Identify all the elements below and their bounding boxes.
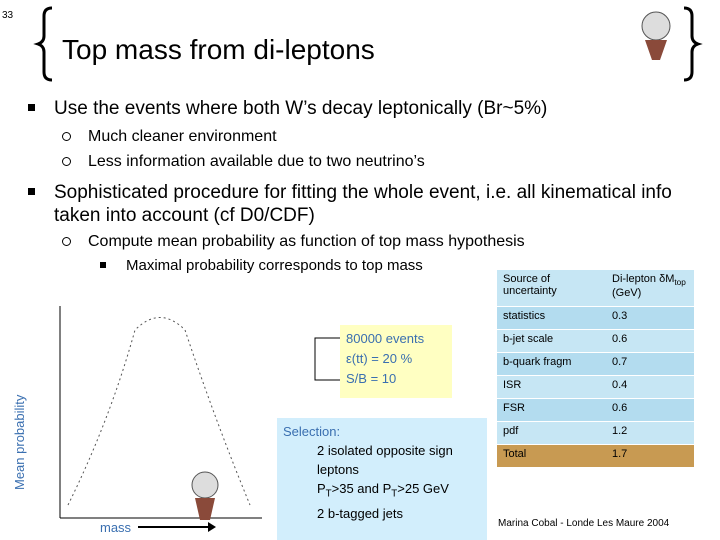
table-cell: ISR (497, 375, 606, 399)
total-row: Total 1.7 (497, 444, 694, 468)
selection-title: Selection: (283, 424, 341, 439)
table-row: b-jet scale 0.6 (497, 329, 694, 353)
bullet-text: Sophisticated procedure for fitting the … (54, 182, 672, 226)
uncertainty-table: Source of uncertainty Di-lepton δMtop (Ge… (497, 270, 694, 468)
table-row: pdf 1.2 (497, 421, 694, 445)
bullet-text: Use the events where both W’s decay lept… (54, 98, 548, 119)
table-cell: 0.4 (606, 375, 694, 399)
title: Top mass from di-leptons (62, 34, 375, 65)
table-row: FSR 0.6 (497, 398, 694, 422)
sub-bullet (62, 237, 71, 246)
sub-sub-bullet (100, 262, 106, 268)
table-cell: pdf (497, 421, 606, 445)
table-cell: b-quark fragm (497, 352, 606, 376)
right-brace (683, 6, 703, 82)
table-row: b-quark fragm 0.7 (497, 352, 694, 376)
sub-bullet-text: Less information available due to two ne… (88, 153, 425, 170)
info-line: ε(tt) = 20 % (346, 351, 413, 366)
text: P (317, 481, 326, 496)
x-axis-label: mass (100, 520, 132, 535)
info-box: 80000 events ε(tt) = 20 % S/B = 10 (340, 325, 452, 398)
table-cell: 0.6 (606, 398, 694, 422)
table-cell: 0.6 (606, 329, 694, 353)
text: Source of uncertainty (503, 273, 557, 297)
total-cell: 1.7 (606, 444, 694, 468)
selection-box: Selection: 2 isolated opposite sign lept… (277, 418, 487, 540)
sub-bullet-text: Compute mean probability as function of … (88, 233, 525, 250)
logo (641, 11, 671, 60)
table-cell: statistics (497, 306, 606, 330)
header-cell: Di-lepton δMtop (GeV) (606, 270, 694, 307)
bullet (28, 188, 35, 195)
text: >25 GeV (397, 481, 449, 496)
text: 2 isolated opposite sign leptons (317, 443, 453, 477)
selection-lines: 2 isolated opposite sign leptons PT>35 an… (283, 441, 481, 523)
text: (GeV) (612, 287, 642, 300)
text: 2 b-tagged jets (317, 505, 404, 521)
table-row: ISR 0.4 (497, 375, 694, 399)
table-cell: 0.3 (606, 306, 694, 330)
bullet (28, 104, 35, 111)
text: Di-lepton δM (612, 273, 675, 285)
selection-line: 2 isolated opposite sign leptons (317, 441, 481, 479)
page-number: 33 (2, 10, 14, 21)
footer: Marina Cobal - Londe Les Maure 2004 (498, 518, 670, 529)
info-line: S/B = 10 (346, 371, 397, 386)
info-line: 80000 events (346, 331, 425, 346)
selection-line: 2 b-tagged jets (317, 504, 481, 523)
table-row: statistics 0.3 (497, 306, 694, 330)
text: >35 and P (331, 481, 392, 496)
y-axis-label: Mean probability (12, 394, 27, 490)
total-cell: Total (497, 444, 606, 468)
plot-image (30, 300, 340, 532)
header-row: Source of uncertainty Di-lepton δMtop (Ge… (497, 270, 694, 307)
left-brace (33, 6, 53, 82)
sub-sub-bullet-text: Maximal probability corresponds to top m… (126, 257, 423, 274)
header-cell: Source of uncertainty (497, 270, 606, 307)
table-cell: 1.2 (606, 421, 694, 445)
subscript: top (674, 278, 686, 288)
info-lines: 80000 events ε(tt) = 20 % S/B = 10 (346, 329, 446, 389)
sub-bullet-text: Much cleaner environment (88, 128, 277, 145)
selection-line: PT>35 and PT>25 GeV (317, 479, 481, 504)
sub-bullet (62, 157, 71, 166)
table-cell: FSR (497, 398, 606, 422)
subscript: T (325, 488, 332, 500)
table-body: Source of uncertainty Di-lepton δMtop (Ge… (497, 270, 694, 468)
table-cell: b-jet scale (497, 329, 606, 353)
sub-bullet (62, 132, 71, 141)
subscript: T (391, 488, 398, 500)
table-cell: 0.7 (606, 352, 694, 376)
